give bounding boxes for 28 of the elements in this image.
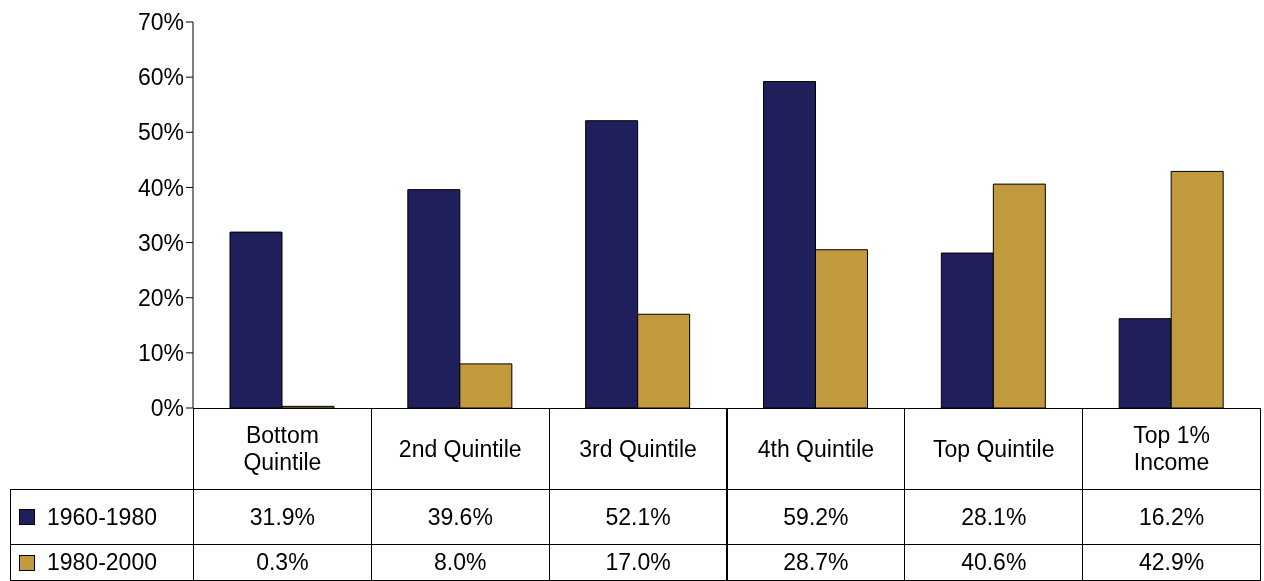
- data-label: 39.6%: [370, 489, 550, 545]
- data-label: 8.0%: [370, 544, 550, 581]
- x-tick-label: Top Quintile: [933, 435, 1055, 463]
- data-label: 0.3%: [193, 544, 372, 581]
- data-label: 28.1%: [904, 489, 1084, 545]
- y-tick-label: 70%: [137, 9, 184, 36]
- y-tick-label: 20%: [137, 284, 184, 311]
- legend-label: 1980-2000: [47, 549, 157, 576]
- x-tick-label: Bottom Quintile: [242, 422, 323, 476]
- data-label: 28.7%: [726, 544, 906, 581]
- y-tick-label: 30%: [137, 229, 184, 256]
- x-tick-label: 2nd Quintile: [398, 435, 522, 463]
- data-label: 52.1%: [548, 489, 728, 545]
- data-label: 16.2%: [1082, 489, 1261, 545]
- y-tick-label: 0%: [150, 395, 184, 422]
- y-tick-label: 10%: [137, 340, 184, 367]
- data-label: 17.0%: [548, 544, 728, 581]
- legend-label: 1960-1980: [47, 503, 157, 531]
- x-tick-label: 3rd Quintile: [579, 435, 697, 463]
- y-tick-label: 60%: [137, 64, 184, 91]
- y-tick-label: 50%: [137, 119, 184, 146]
- data-label: 59.2%: [726, 489, 906, 545]
- data-label: 42.9%: [1082, 544, 1261, 581]
- x-tick-label: Top 1% Income: [1132, 422, 1211, 476]
- data-label: 31.9%: [193, 489, 372, 545]
- data-label: 40.6%: [904, 544, 1084, 581]
- x-tick-label: 4th Quintile: [757, 435, 875, 463]
- y-tick-label: 40%: [137, 174, 184, 201]
